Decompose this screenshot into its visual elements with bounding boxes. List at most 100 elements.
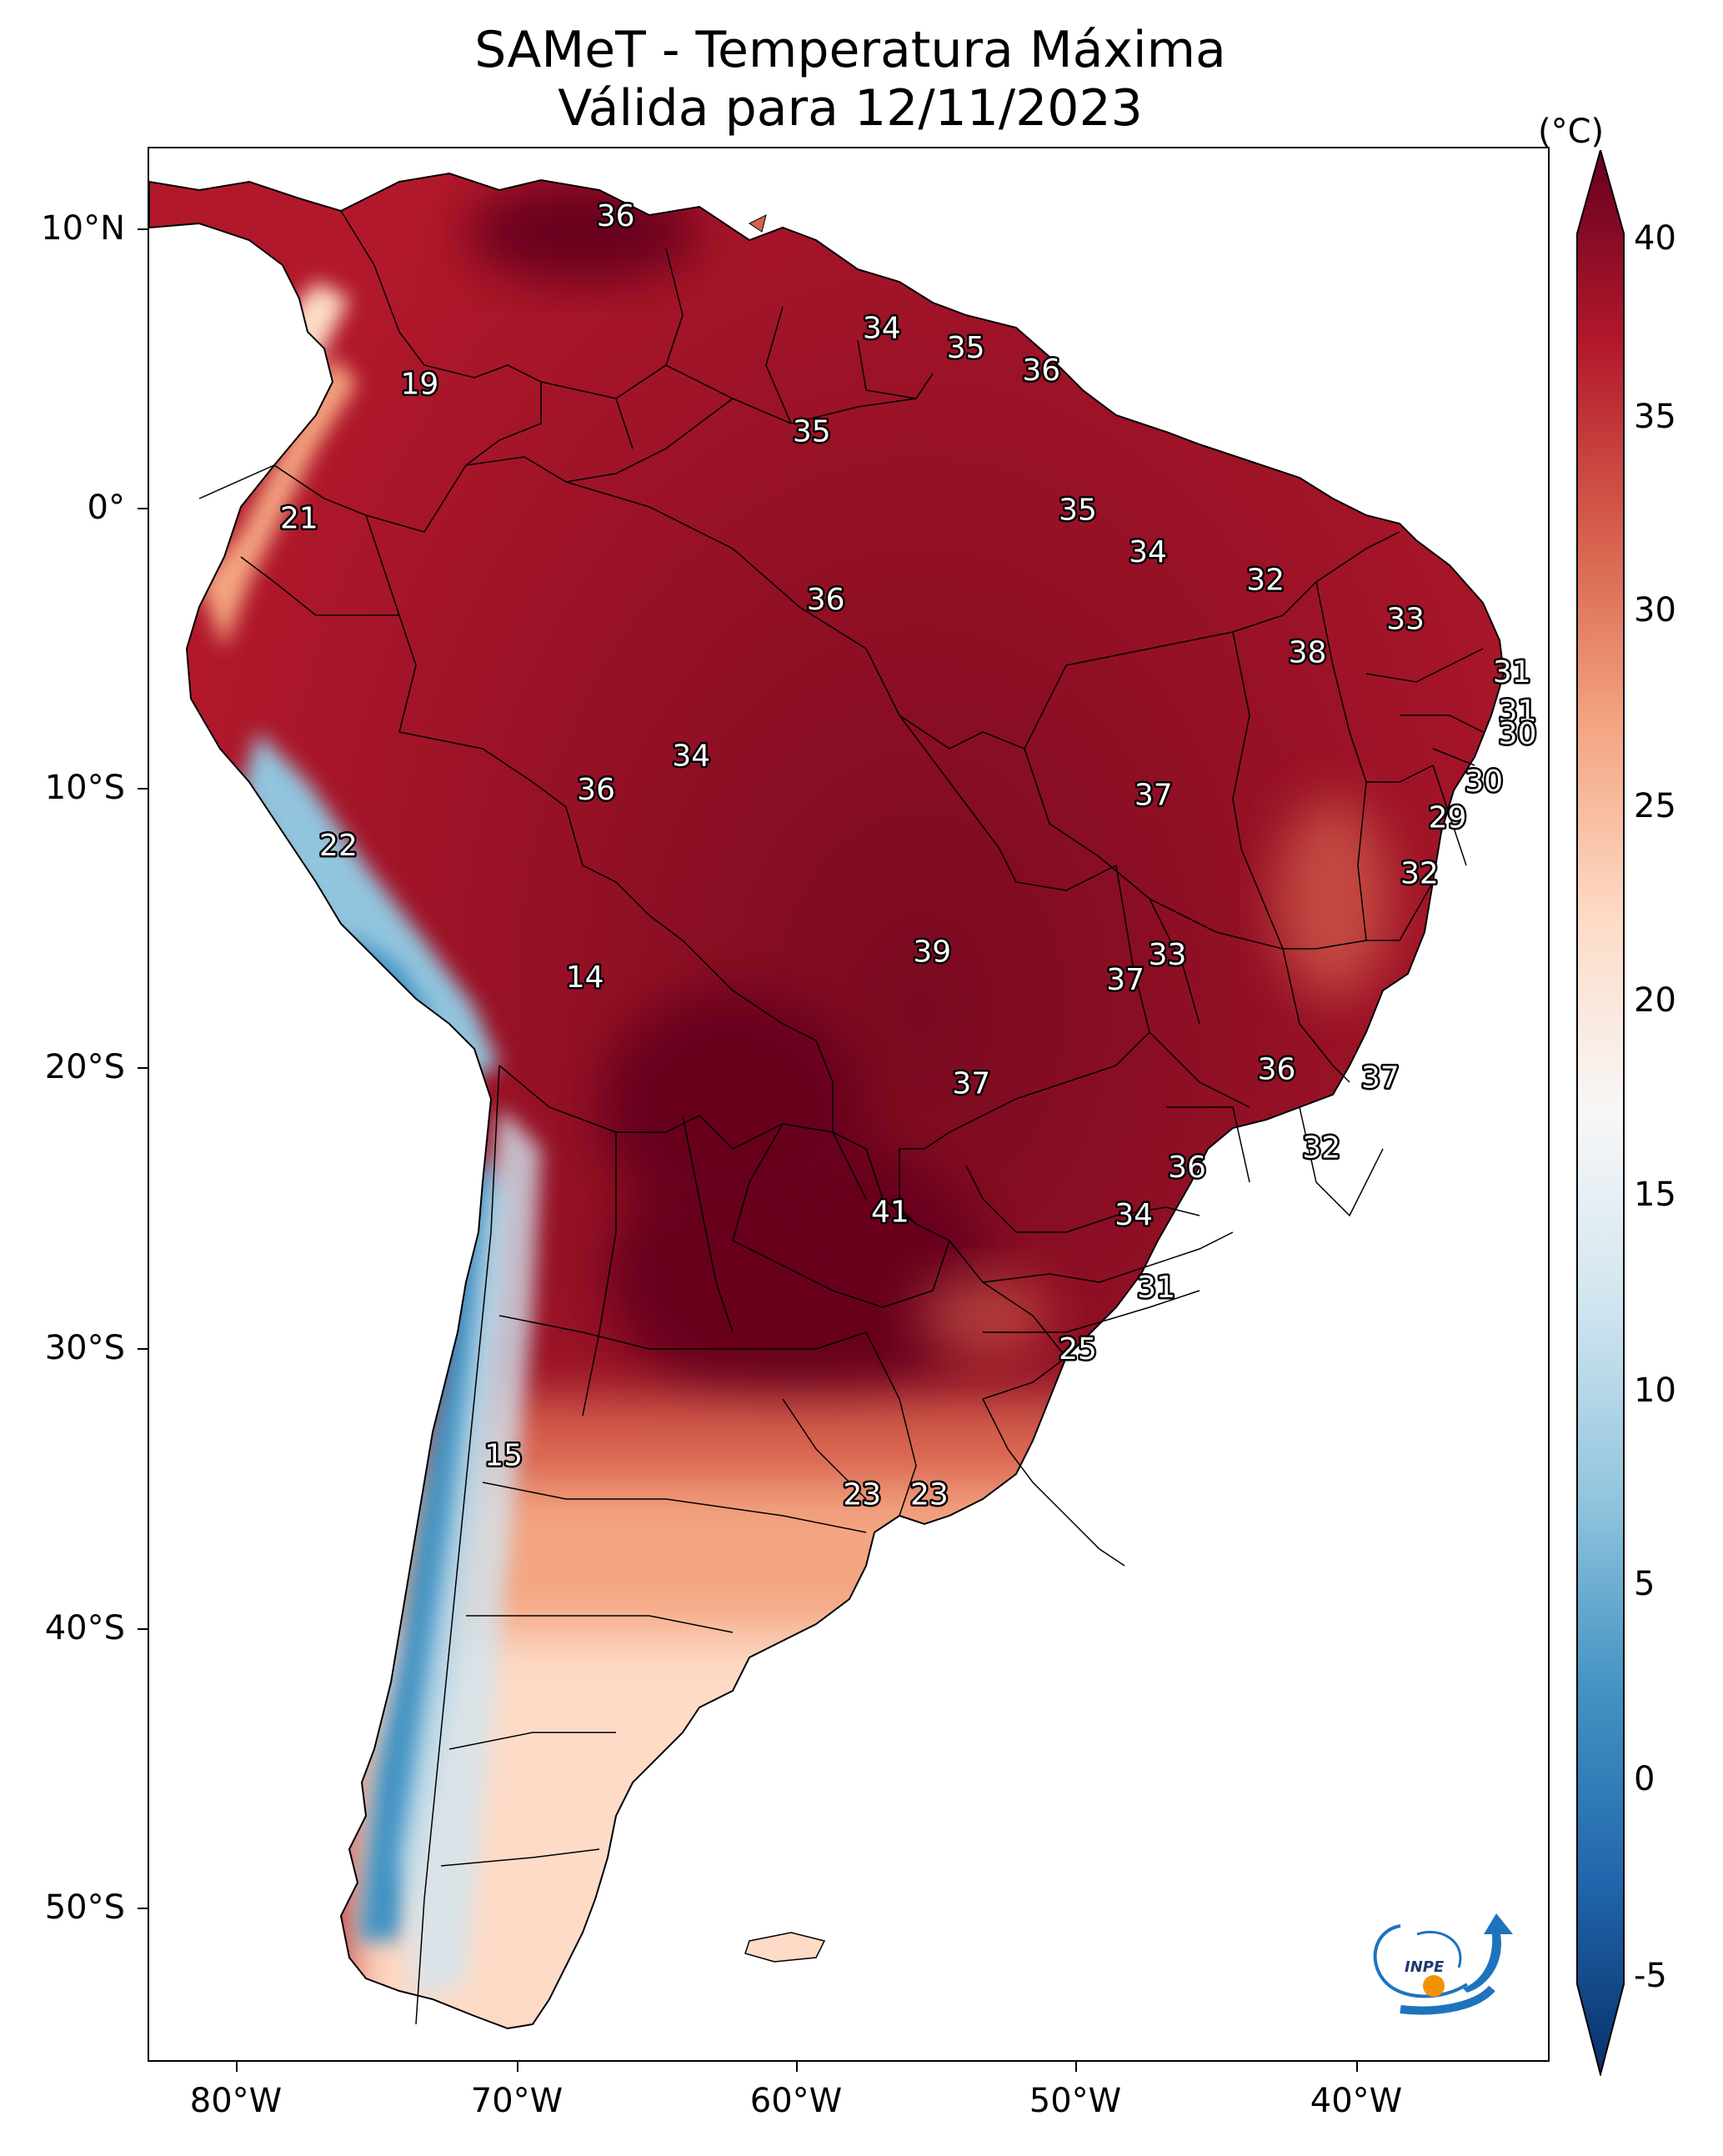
lat-tick-10s: 10°S — [44, 769, 125, 807]
lat-tick-30s: 30°S — [44, 1329, 125, 1367]
lat-tickmark — [138, 508, 148, 509]
temperature-label-outline: 35 — [793, 415, 831, 449]
temperature-label-outline: 19 — [400, 368, 438, 402]
temperature-label: 30 — [1499, 717, 1537, 751]
lon-tick-40w: 40°W — [1310, 2082, 1403, 2120]
temperature-label-outline: 23 — [910, 1477, 949, 1512]
temperature-label: 30 — [1465, 765, 1503, 799]
temperature-label: 25 — [1059, 1332, 1097, 1366]
colorbar-tick: 0 — [1634, 1760, 1655, 1798]
colorbar-tick: 5 — [1634, 1565, 1655, 1603]
temperature-label-outline: 36 — [1168, 1151, 1206, 1185]
temperature-label-outline: 36 — [807, 583, 845, 617]
temperature-label-outline: 32 — [1302, 1131, 1340, 1165]
lat-tickmark — [138, 1908, 148, 1909]
country-borders — [198, 210, 1484, 2025]
lon-tickmark — [236, 2062, 238, 2072]
temperature-label: 35 — [793, 415, 831, 449]
temperature-label: 23 — [843, 1477, 881, 1512]
lat-tickmark — [138, 1628, 148, 1630]
colorbar-tick: 30 — [1634, 591, 1676, 629]
temperature-label: 31 — [1499, 694, 1537, 729]
temperature-label-outline: 34 — [672, 740, 710, 774]
temperature-label: 36 — [1168, 1151, 1206, 1185]
temperature-label-outline: 41 — [871, 1196, 909, 1230]
temperature-label-outline: 33 — [1386, 602, 1425, 636]
temperature-label: 37 — [1134, 779, 1173, 813]
temperature-label-outline: 38 — [1289, 636, 1327, 670]
temperature-label: 36 — [1258, 1053, 1296, 1087]
temperature-label-outline: 32 — [1246, 563, 1285, 597]
temperature-label: 29 — [1429, 801, 1467, 835]
temperature-label-outline: 22 — [319, 829, 358, 863]
temperature-field — [149, 173, 1504, 2028]
temperature-label: 34 — [863, 311, 901, 345]
colorbar-unit: (°C) — [1538, 113, 1605, 151]
lat-tickmark — [138, 1348, 148, 1350]
temperature-label-outline: 35 — [1059, 494, 1097, 528]
temperature-label: 35 — [947, 331, 985, 365]
temperature-label-outline: 34 — [863, 311, 901, 345]
lon-tickmark — [517, 2062, 518, 2072]
temperature-label-outline: 36 — [1258, 1053, 1296, 1087]
temperature-label-outline: 36 — [597, 199, 635, 233]
temperature-label: 22 — [319, 829, 358, 863]
temperature-label: 34 — [1129, 535, 1167, 569]
lon-tick-60w: 60°W — [749, 2082, 843, 2120]
lat-tickmark — [138, 1067, 148, 1069]
temperature-label: 36 — [577, 773, 615, 807]
temperature-label-outline: 37 — [1106, 963, 1144, 997]
coastline — [149, 172, 1505, 2030]
temperature-label-outline: 37 — [1361, 1061, 1400, 1096]
colorbar-tick: 35 — [1634, 398, 1676, 436]
temperature-label: 31 — [1493, 655, 1531, 689]
temperature-label-outline: 15 — [484, 1438, 523, 1472]
temperature-label-outline: 36 — [577, 773, 615, 807]
lon-tick-80w: 80°W — [189, 2082, 283, 2120]
temperature-label: 41 — [871, 1196, 909, 1230]
temperature-label: 23 — [910, 1477, 949, 1512]
temperature-label: 21 — [280, 502, 318, 536]
map-frame: 36 36 34 34 35 35 36 36 19 19 35 35 35 35 21 21 34 34 32 32… — [148, 147, 1550, 2062]
inpe-logo: INPE — [1373, 1913, 1513, 2015]
colorbar-tick: 40 — [1634, 219, 1676, 258]
temperature-label-outline: 34 — [1114, 1198, 1153, 1232]
temperature-label: 33 — [1149, 938, 1187, 972]
temperature-label: 32 — [1400, 857, 1439, 891]
temperature-label: 15 — [484, 1438, 523, 1472]
lat-tick-10n: 10°N — [41, 209, 125, 248]
temperature-label: 32 — [1246, 563, 1285, 597]
colorbar-tick: 15 — [1634, 1176, 1676, 1214]
temperature-label: 37 — [1106, 963, 1144, 997]
lat-tick-0: 0° — [87, 489, 125, 527]
temperature-label-outline: 14 — [566, 960, 604, 995]
lat-tickmark — [138, 788, 148, 790]
temperature-labels: 3636343435353636191935353535212134343232… — [278, 198, 1539, 1514]
temperature-label-outline: 30 — [1465, 765, 1503, 799]
colorbar-tick: -5 — [1634, 1957, 1667, 1995]
temperature-label: 37 — [1361, 1061, 1400, 1096]
temperature-label-outline: 29 — [1429, 801, 1467, 835]
lon-tick-50w: 50°W — [1029, 2082, 1122, 2120]
temperature-label-outline: 23 — [843, 1477, 881, 1512]
temperature-label-outline: 35 — [947, 331, 985, 365]
temperature-label: 39 — [913, 935, 951, 970]
falkland-islands — [744, 1932, 826, 1963]
temperature-label: 33 — [1386, 602, 1425, 636]
colorbar-tick: 10 — [1634, 1371, 1676, 1410]
lat-tickmark — [138, 228, 148, 230]
temperature-label: 38 — [1289, 636, 1327, 670]
colorbar — [1576, 150, 1625, 2076]
trinidad — [749, 214, 767, 233]
temperature-label-outline: 31 — [1137, 1271, 1175, 1305]
temperature-label-outline: 32 — [1400, 857, 1439, 891]
temperature-label: 35 — [1059, 494, 1097, 528]
lon-tickmark — [796, 2062, 798, 2072]
temperature-label: 19 — [400, 368, 438, 402]
temperature-label-outline: 25 — [1059, 1332, 1097, 1366]
temperature-label-outline: 36 — [1022, 353, 1060, 388]
lat-tick-50s: 50°S — [44, 1888, 125, 1927]
temperature-label-outline: 31 — [1493, 655, 1531, 689]
temperature-label: 36 — [807, 583, 845, 617]
lon-tickmark — [1356, 2062, 1358, 2072]
